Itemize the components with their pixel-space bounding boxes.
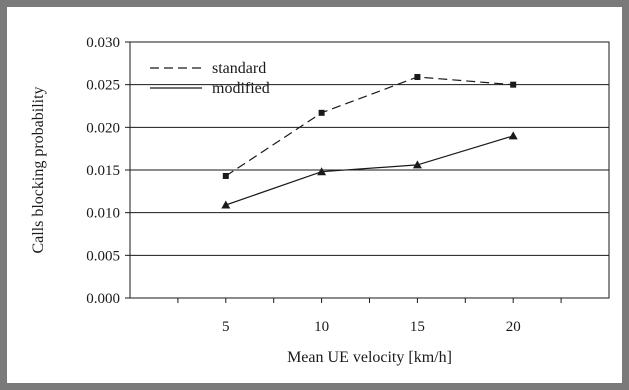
y-tick-label: 0.015 [86, 163, 120, 179]
x-tick-label: 15 [410, 319, 425, 335]
series-line-standard [225, 76, 514, 177]
legend-label-standard: standard [212, 60, 266, 77]
legend-label-modified: modified [212, 80, 270, 97]
y-tick-label: 0.005 [86, 248, 120, 264]
series-layer [221, 73, 518, 209]
y-tick-label: 0.020 [86, 120, 120, 136]
data-point-standard [318, 109, 325, 116]
data-point-modified [412, 160, 422, 169]
series-line-modified [225, 135, 514, 206]
y-tick-label: 0.030 [86, 35, 120, 51]
y-tick-label: 0.010 [86, 206, 120, 222]
x-tick-label: 10 [314, 319, 329, 335]
y-tick-label: 0.000 [86, 291, 120, 307]
data-point-standard [222, 172, 229, 179]
axes: 0.000 0.005 0.010 0.015 0.020 0.025 0.030 5 10 15… [86, 35, 610, 335]
x-axis-title: Mean UE velocity [km/h] [287, 349, 452, 366]
x-tick-label: 20 [506, 319, 521, 335]
grid-lines [130, 84, 609, 256]
y-axis-title: Calls blocking probability [30, 86, 47, 253]
data-point-modified [317, 167, 327, 176]
x-tick-label: 5 [222, 319, 230, 335]
data-point-modified [221, 200, 231, 209]
data-point-standard [414, 73, 421, 80]
y-tick-label: 0.025 [86, 78, 120, 94]
data-point-standard [510, 81, 517, 88]
legend: standard modified [150, 60, 270, 97]
data-point-modified [508, 131, 518, 140]
